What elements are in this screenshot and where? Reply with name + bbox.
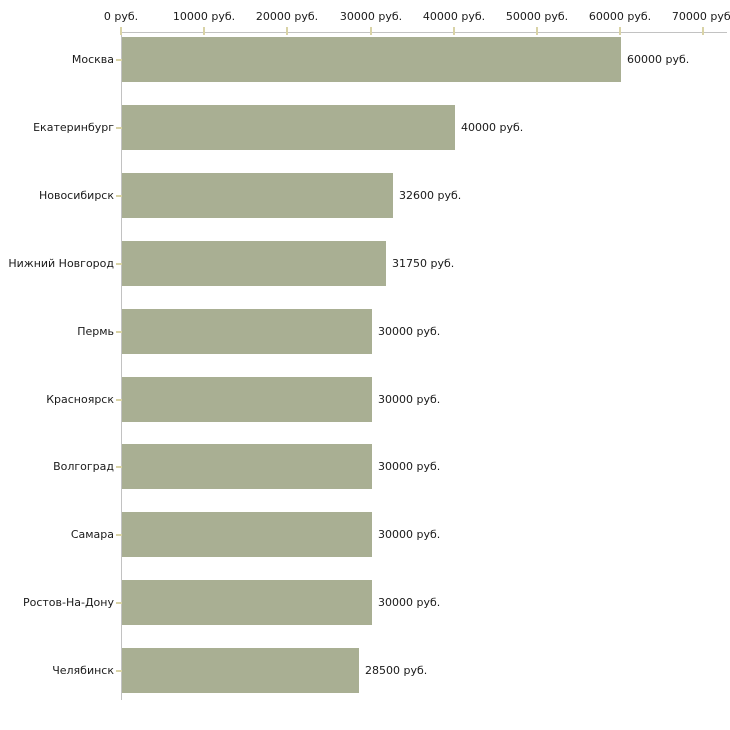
bar — [122, 512, 372, 557]
bar — [122, 105, 455, 150]
x-axis-tick — [619, 27, 621, 35]
value-label: 30000 руб. — [378, 325, 441, 338]
y-axis-tick — [116, 195, 122, 197]
bar — [122, 444, 372, 489]
x-axis-tick-label: 10000 руб. — [172, 10, 236, 23]
category-label: Самара — [70, 528, 114, 541]
value-label: 40000 руб. — [461, 121, 524, 134]
value-label: 31750 руб. — [392, 257, 455, 270]
x-axis-tick — [702, 27, 704, 35]
x-axis-tick-label: 60000 руб. — [588, 10, 652, 23]
y-axis-line — [121, 32, 122, 700]
y-axis-tick — [116, 534, 122, 536]
y-axis-tick — [116, 602, 122, 604]
category-label: Красноярск — [46, 393, 114, 406]
y-axis-tick — [116, 59, 122, 61]
x-axis-tick — [120, 27, 122, 35]
y-axis-tick — [116, 331, 122, 333]
value-label: 30000 руб. — [378, 596, 441, 609]
x-axis-tick — [370, 27, 372, 35]
y-axis-tick — [116, 127, 122, 129]
y-axis-tick — [116, 263, 122, 265]
category-label: Челябинск — [52, 664, 114, 677]
bar — [122, 377, 372, 422]
x-axis-tick-label: 50000 руб. — [505, 10, 569, 23]
category-label: Волгоград — [53, 460, 114, 473]
y-axis-tick — [116, 399, 122, 401]
y-axis-tick — [116, 670, 122, 672]
value-label: 30000 руб. — [378, 528, 441, 541]
category-label: Новосибирск — [38, 189, 114, 202]
x-axis-tick-label: 20000 руб. — [255, 10, 319, 23]
x-axis-tick — [536, 27, 538, 35]
category-label: Екатеринбург — [33, 121, 114, 134]
x-axis-tick — [286, 27, 288, 35]
bar — [122, 648, 359, 693]
category-label: Москва — [71, 53, 114, 66]
x-axis-tick-label: 0 руб. — [103, 10, 139, 23]
x-axis-tick-label: 30000 руб. — [339, 10, 403, 23]
category-label: Ростов-На-Дону — [22, 596, 114, 609]
bar — [122, 241, 386, 286]
bar — [122, 173, 393, 218]
x-axis-tick — [203, 27, 205, 35]
x-axis-tick-label: 70000 руб. — [671, 10, 730, 23]
category-label: Нижний Новгород — [8, 257, 114, 270]
x-axis-tick — [453, 27, 455, 35]
x-axis-line — [121, 32, 727, 33]
bar — [122, 37, 621, 82]
value-label: 28500 руб. — [365, 664, 428, 677]
value-label: 30000 руб. — [378, 393, 441, 406]
bar — [122, 580, 372, 625]
value-label: 60000 руб. — [627, 53, 690, 66]
y-axis-tick — [116, 466, 122, 468]
bar — [122, 309, 372, 354]
value-label: 30000 руб. — [378, 460, 441, 473]
value-label: 32600 руб. — [399, 189, 462, 202]
x-axis-tick-label: 40000 руб. — [422, 10, 486, 23]
category-label: Пермь — [77, 325, 114, 338]
